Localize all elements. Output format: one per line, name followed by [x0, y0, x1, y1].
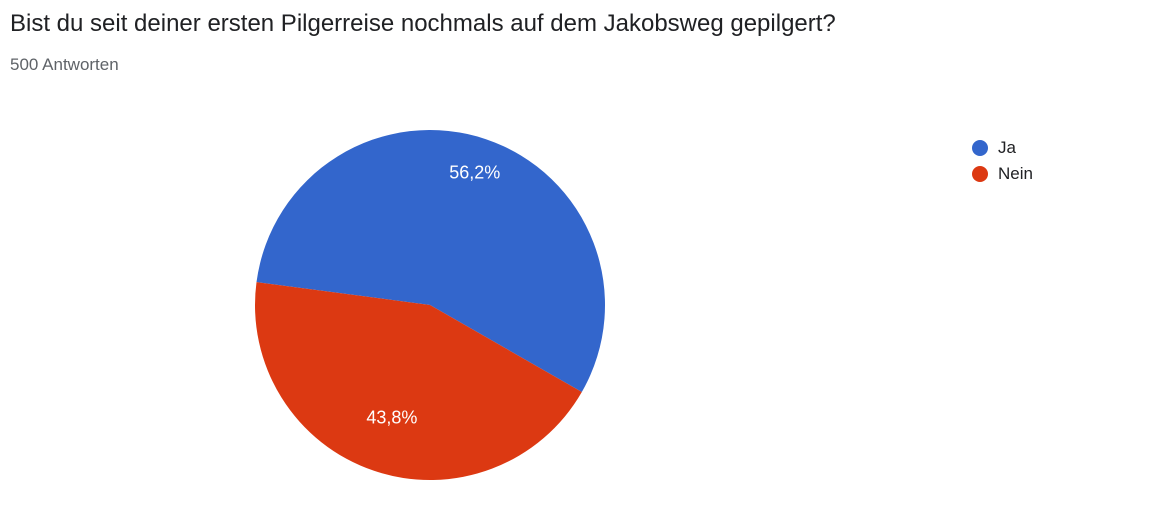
legend-item-nein: Nein: [972, 164, 1033, 184]
pie-slice-label-nein: 43,8%: [366, 408, 417, 428]
legend-label: Nein: [998, 164, 1033, 184]
legend-dot-icon: [972, 140, 988, 156]
legend-label: Ja: [998, 138, 1016, 158]
legend-dot-icon: [972, 166, 988, 182]
pie-chart: 56,2% 43,8%: [0, 0, 1153, 529]
pie-slice-label-ja: 56,2%: [449, 162, 500, 182]
chart-container: Bist du seit deiner ersten Pilgerreise n…: [0, 0, 1153, 529]
legend: Ja Nein: [972, 138, 1033, 190]
legend-item-ja: Ja: [972, 138, 1033, 158]
